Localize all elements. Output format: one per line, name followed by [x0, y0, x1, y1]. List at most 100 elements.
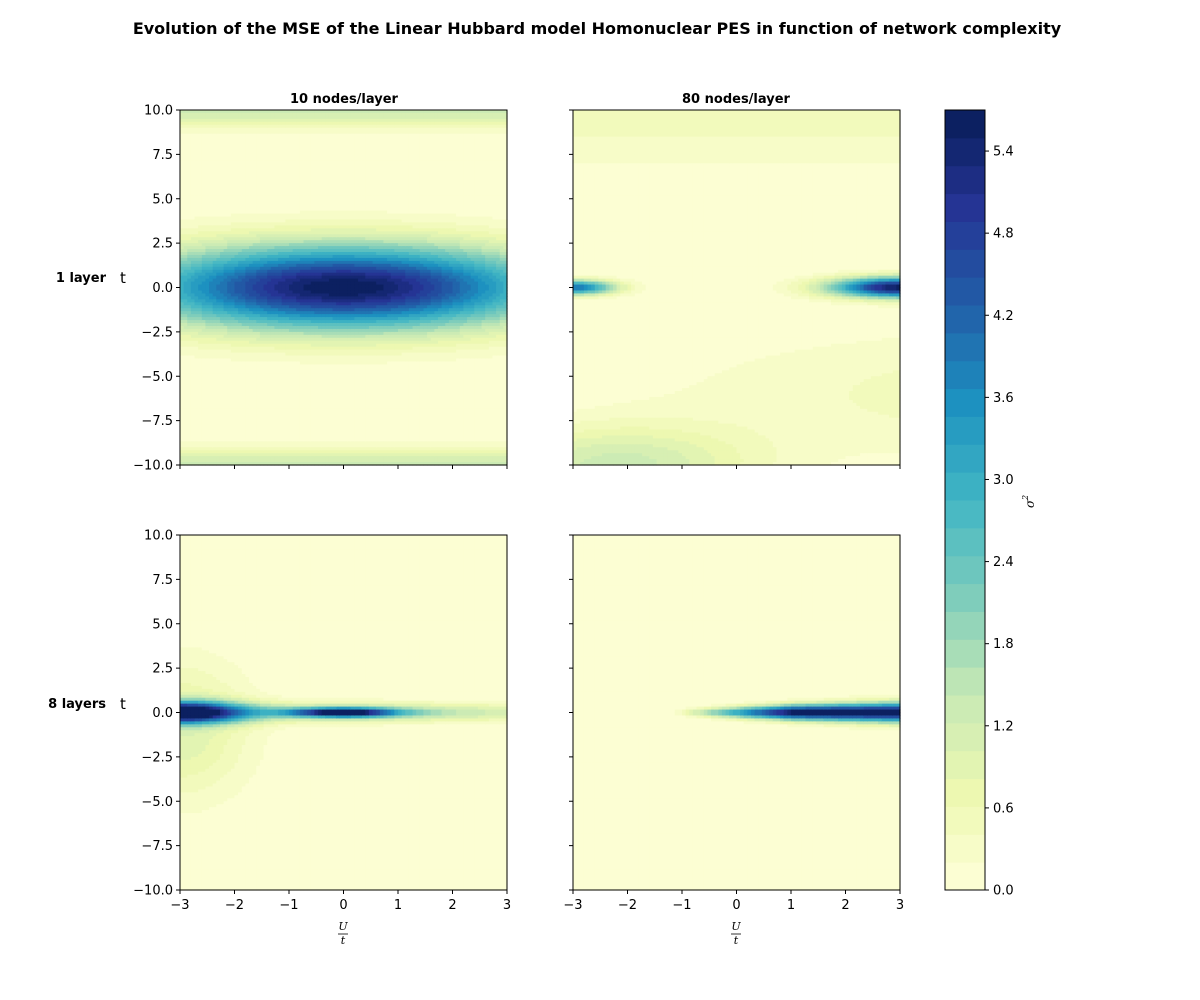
heatmap-cell — [227, 121, 232, 126]
heatmap-cell — [180, 192, 185, 197]
heatmap-cell — [190, 287, 196, 292]
heatmap-cell — [223, 320, 228, 324]
heatmap-cell — [219, 396, 225, 401]
heatmap-cell — [180, 110, 185, 114]
heatmap-cell — [209, 325, 214, 330]
heatmap-cell — [212, 157, 217, 161]
heatmap-cell — [216, 246, 221, 250]
heatmap-cell — [216, 186, 221, 191]
heatmap-cell — [212, 450, 217, 454]
heatmap-cell — [187, 148, 192, 153]
heatmap-cell — [219, 462, 225, 466]
heatmap-cell — [194, 136, 199, 141]
heatmap-cell — [212, 352, 217, 357]
heatmap-cell — [187, 361, 192, 366]
heatmap-cell — [194, 210, 199, 215]
heatmap-cell — [183, 429, 188, 434]
y-axis-label-bottom: t — [120, 695, 126, 713]
heatmap-cell — [194, 358, 199, 363]
heatmap-cell — [216, 160, 221, 164]
heatmap-cell — [219, 420, 225, 425]
heatmap-cell — [223, 340, 228, 345]
heatmap-cell — [219, 346, 225, 351]
heatmap-cell — [209, 385, 214, 389]
heatmap-cell — [216, 110, 221, 114]
heatmap-cell — [187, 157, 192, 161]
heatmap-cell — [219, 290, 225, 295]
heatmap-cell — [209, 228, 214, 232]
heatmap-cell — [187, 408, 192, 413]
heatmap-cell — [205, 311, 210, 315]
heatmap-cell — [212, 237, 217, 241]
heatmap-cell — [209, 438, 214, 442]
heatmap-cell — [187, 252, 192, 256]
heatmap-cell — [219, 426, 225, 431]
heatmap-cell — [198, 240, 203, 244]
heatmap-cell — [212, 414, 217, 419]
heatmap-cell — [216, 352, 221, 357]
heatmap-cell — [212, 201, 217, 206]
heatmap-cell — [180, 328, 185, 333]
heatmap-cell — [219, 394, 225, 398]
heatmap-cell — [216, 254, 221, 259]
heatmap-cell — [194, 456, 199, 460]
heatmap-cell — [201, 325, 207, 330]
heatmap-cell — [187, 420, 192, 425]
heatmap-cell — [223, 423, 228, 428]
heatmap-cell — [198, 459, 203, 463]
heatmap-cell — [216, 148, 221, 153]
heatmap-cell — [190, 334, 196, 339]
heatmap-cell — [183, 189, 188, 194]
heatmap-cell — [183, 358, 188, 363]
heatmap-cell — [190, 290, 196, 295]
heatmap-cell — [198, 210, 203, 215]
heatmap-cell — [187, 136, 192, 141]
heatmap-cell — [194, 429, 199, 434]
heatmap-cell — [205, 414, 210, 419]
heatmap-cell — [183, 459, 188, 463]
heatmap-cell — [205, 278, 210, 283]
heatmap-cell — [198, 216, 203, 221]
heatmap-cell — [219, 349, 225, 354]
heatmap-cell — [201, 399, 207, 404]
heatmap-cell — [205, 210, 210, 215]
heatmap-cell — [216, 364, 221, 368]
heatmap-cell — [187, 183, 192, 188]
heatmap-cell — [183, 148, 188, 153]
heatmap-cell — [194, 278, 199, 283]
heatmap-cell — [216, 192, 221, 197]
heatmap-cell — [219, 249, 225, 253]
heatmap-cell — [216, 257, 221, 262]
heatmap-cell — [201, 358, 207, 363]
heatmap-cell — [209, 181, 214, 185]
heatmap-cell — [183, 166, 188, 170]
heatmap-cell — [194, 385, 199, 389]
heatmap-cell — [223, 355, 228, 360]
heatmap-cell — [219, 204, 225, 209]
heatmap-cell — [216, 420, 221, 425]
heatmap-cell — [223, 110, 228, 114]
heatmap-cell — [194, 441, 199, 445]
heatmap-cell — [194, 133, 199, 138]
heatmap-cell — [219, 183, 225, 188]
heatmap-cell — [183, 426, 188, 431]
heatmap-cell — [227, 133, 232, 138]
heatmap-cell — [209, 133, 214, 138]
heatmap-cell — [212, 257, 217, 262]
heatmap-cell — [187, 204, 192, 209]
heatmap-cell — [216, 213, 221, 218]
heatmap-cell — [216, 405, 221, 410]
heatmap-cell — [183, 364, 188, 368]
heatmap-cell — [183, 145, 188, 150]
heatmap-cell — [187, 382, 192, 386]
heatmap-cell — [216, 462, 221, 466]
heatmap-cell — [209, 429, 214, 434]
heatmap-cell — [198, 456, 203, 460]
heatmap-cell — [180, 166, 185, 170]
heatmap-cell — [205, 391, 210, 395]
heatmap-cell — [216, 145, 221, 150]
heatmap-cell — [212, 172, 217, 176]
heatmap-cell — [212, 118, 217, 123]
heatmap-cell — [180, 234, 185, 238]
heatmap-cell — [198, 394, 203, 398]
